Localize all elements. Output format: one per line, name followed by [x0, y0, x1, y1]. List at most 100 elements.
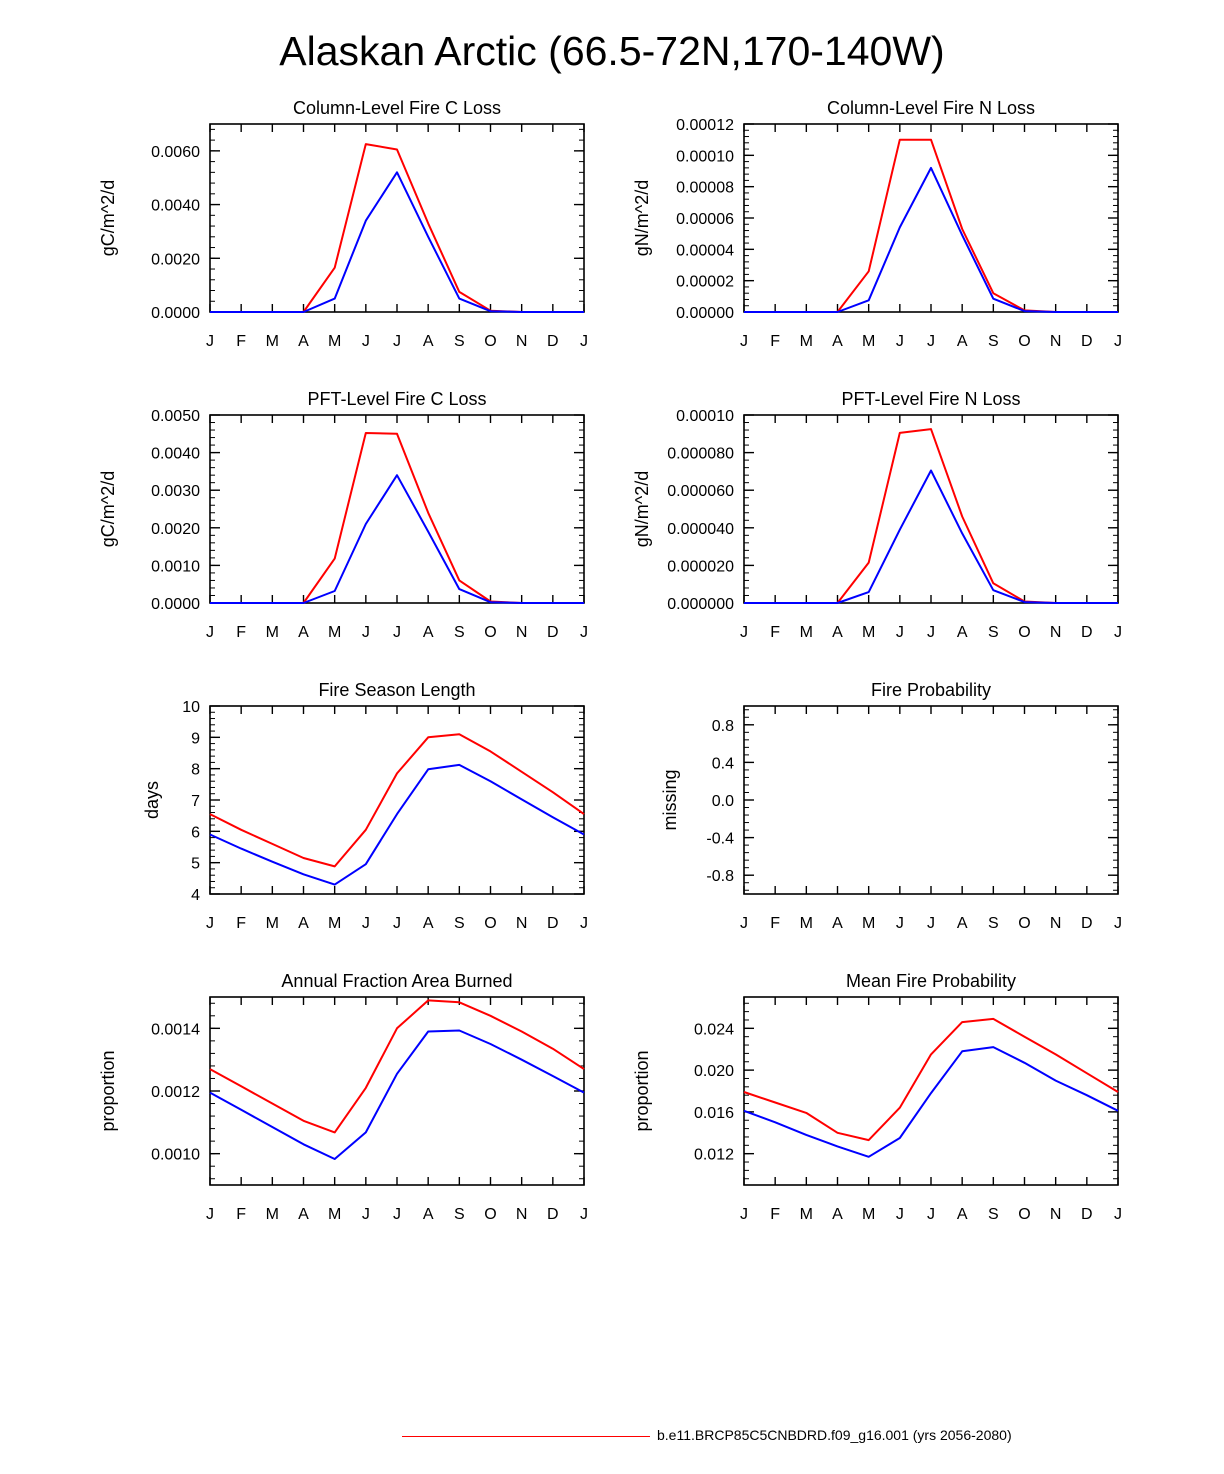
- x-tick-label: O: [484, 333, 496, 350]
- y-tick-label: 0.00000: [676, 305, 734, 322]
- series-line-blue: [209, 763, 585, 886]
- y-tick-label: 0.0040: [151, 198, 200, 215]
- x-tick-label: J: [1114, 915, 1122, 932]
- x-tick-label: S: [988, 624, 999, 641]
- series-line-red: [744, 138, 1118, 313]
- x-tick-label: A: [423, 1206, 434, 1223]
- series-line-red: [743, 1017, 1119, 1142]
- x-tick-label: O: [1018, 624, 1030, 641]
- x-tick-label: N: [1050, 333, 1062, 350]
- x-tick-label: D: [1081, 624, 1093, 641]
- chart-panel-7: J F M A M J J A S O N D J 0.0010 0.0012 0.0014 Annual Fr…: [98, 971, 588, 1223]
- y-tick-label: 0.0010: [151, 558, 200, 575]
- x-tick-label: O: [484, 915, 496, 932]
- x-tick-label: M: [862, 624, 875, 641]
- plot-frame: [743, 705, 1119, 895]
- y-tick-label: 0.0010: [151, 1147, 200, 1164]
- series-line-red: [210, 432, 584, 604]
- x-tick-label: O: [1018, 915, 1030, 932]
- x-tick-label: O: [1018, 1206, 1030, 1223]
- x-tick-label: J: [580, 624, 588, 641]
- y-tick-label: 0.0060: [151, 144, 200, 161]
- x-tick-label: M: [800, 915, 813, 932]
- x-tick-label: N: [516, 624, 528, 641]
- x-tick-label: F: [770, 333, 780, 350]
- x-tick-label: J: [580, 1206, 588, 1223]
- plot-frame: [209, 996, 585, 1186]
- y-tick-label: 9: [191, 730, 200, 747]
- y-tick-label: 0.00004: [676, 242, 734, 259]
- x-tick-label: A: [832, 1206, 843, 1223]
- x-tick-label: S: [454, 1206, 465, 1223]
- y-tick-label: 6: [191, 824, 200, 841]
- x-tick-label: J: [896, 1206, 904, 1223]
- x-tick-label: S: [988, 333, 999, 350]
- series-line-red: [210, 143, 584, 313]
- x-tick-label: M: [266, 915, 279, 932]
- x-tick-label: J: [927, 333, 935, 350]
- plot-frame: [743, 123, 1119, 313]
- y-tick-label: 0.00006: [676, 211, 734, 228]
- x-tick-label: J: [362, 333, 370, 350]
- x-tick-label: F: [236, 333, 246, 350]
- x-tick-label: A: [423, 624, 434, 641]
- x-tick-label: N: [516, 1206, 528, 1223]
- y-tick-label: 0.00010: [676, 148, 734, 165]
- x-tick-label: A: [298, 915, 309, 932]
- y-tick-label: 0.000080: [667, 446, 734, 463]
- x-tick-label: A: [423, 915, 434, 932]
- plot-frame: [209, 705, 585, 895]
- x-tick-label: O: [1018, 333, 1030, 350]
- x-tick-label: N: [516, 915, 528, 932]
- x-tick-label: N: [1050, 915, 1062, 932]
- chart-panel-3: J F M A M J J A S O N D J 0.0000 0.0010 0.0020 0.0030 0.0…: [98, 389, 588, 641]
- x-tick-label: F: [236, 624, 246, 641]
- y-axis-label: gN/m^2/d: [632, 471, 652, 547]
- x-tick-label: J: [393, 1206, 401, 1223]
- x-tick-label: O: [484, 1206, 496, 1223]
- y-tick-label: 5: [191, 856, 200, 873]
- chart-title: PFT-Level Fire C Loss: [307, 389, 486, 409]
- chart-panel-2: J F M A M J J A S O N D J 0.00000 0.00002 0.00004 0.0000…: [632, 98, 1122, 350]
- x-tick-label: M: [800, 1206, 813, 1223]
- x-tick-label: J: [896, 333, 904, 350]
- y-tick-label: 4: [191, 887, 200, 904]
- x-tick-label: A: [957, 333, 968, 350]
- y-axis-label: proportion: [98, 1050, 118, 1131]
- x-tick-label: J: [362, 915, 370, 932]
- chart-title: Column-Level Fire C Loss: [293, 98, 501, 118]
- x-tick-label: J: [896, 624, 904, 641]
- x-tick-label: J: [927, 624, 935, 641]
- x-tick-label: J: [393, 915, 401, 932]
- y-tick-label: 0.000000: [667, 596, 734, 613]
- x-tick-label: S: [454, 624, 465, 641]
- x-tick-label: J: [362, 624, 370, 641]
- main-title: Alaskan Arctic (66.5-72N,170-140W): [279, 28, 945, 74]
- y-axis-label: gC/m^2/d: [98, 471, 118, 547]
- y-tick-label: 0.00010: [676, 408, 734, 425]
- x-tick-label: M: [800, 333, 813, 350]
- chart-panel-4: J F M A M J J A S O N D J 0.000000 0.000020 0.000040 0.0…: [632, 389, 1122, 641]
- y-axis-label: missing: [660, 769, 680, 830]
- x-tick-label: F: [770, 1206, 780, 1223]
- plot-frame: [743, 996, 1119, 1186]
- x-tick-label: J: [927, 1206, 935, 1223]
- y-tick-label: 0.4: [712, 755, 734, 772]
- y-tick-label: 0.00008: [676, 180, 734, 197]
- x-tick-label: J: [580, 333, 588, 350]
- series-line-blue: [210, 474, 584, 604]
- x-tick-label: J: [206, 915, 214, 932]
- y-tick-label: 0.0020: [151, 251, 200, 268]
- legend-line-swatch: [402, 1436, 650, 1437]
- y-tick-label: 7: [191, 793, 200, 810]
- y-tick-label: 0.0000: [151, 596, 200, 613]
- x-tick-label: J: [206, 333, 214, 350]
- x-tick-label: S: [988, 1206, 999, 1223]
- plot-frame: [743, 414, 1119, 604]
- chart-panel-6: J F M A M J J A S O N D J -0.8 -0.4 0.0 0.4 0.8 Fire Proba…: [660, 680, 1122, 932]
- x-tick-label: F: [236, 915, 246, 932]
- x-tick-label: A: [298, 333, 309, 350]
- x-tick-label: O: [484, 624, 496, 641]
- y-tick-label: 0.016: [694, 1105, 734, 1122]
